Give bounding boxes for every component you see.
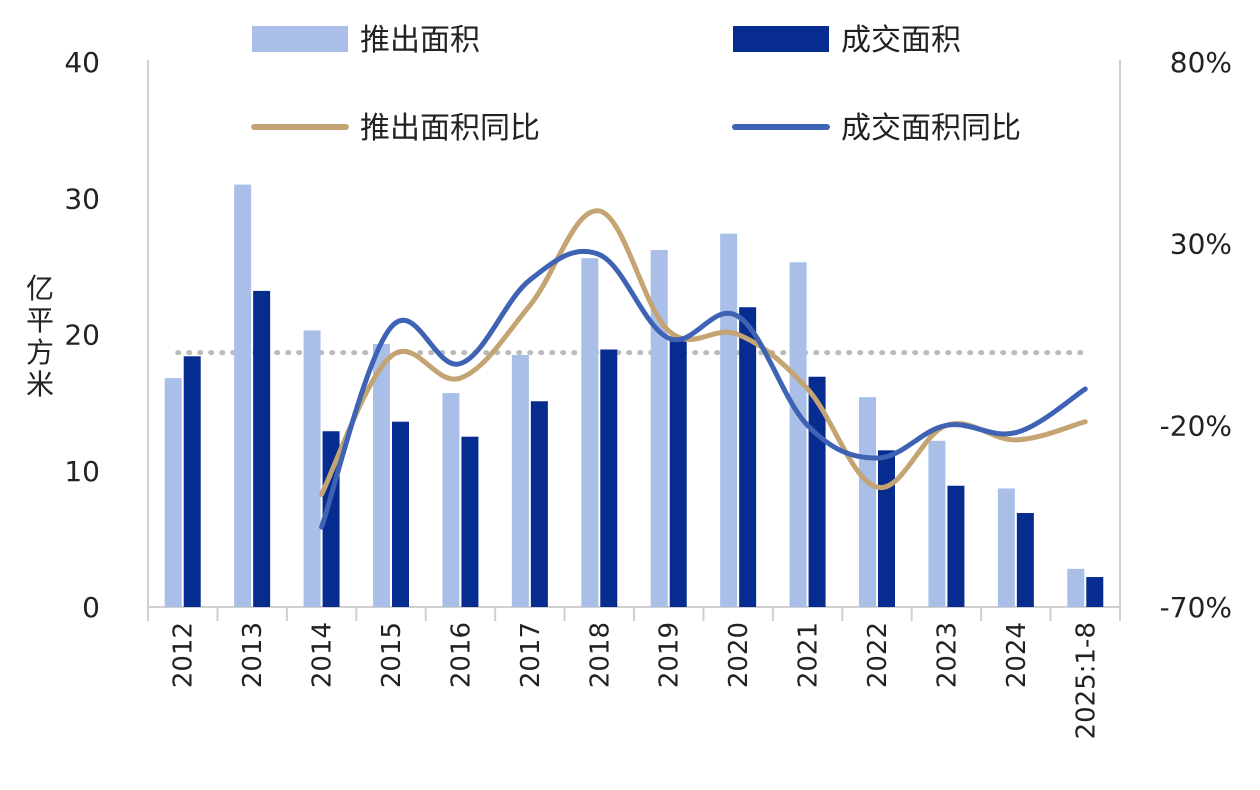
- legend-swatch-supply: [252, 26, 348, 52]
- bar-transaction: [739, 307, 756, 607]
- bar-transaction: [461, 437, 478, 607]
- bar-supply: [859, 397, 876, 607]
- x-tick-label: 2015: [377, 622, 407, 688]
- bar-transaction: [392, 422, 409, 607]
- y-tick-label: 30: [64, 182, 100, 215]
- legend-swatch-transaction: [733, 26, 829, 52]
- bar-supply: [720, 234, 737, 607]
- y-axis-label-char: 米: [26, 368, 54, 401]
- y2-tick-label: -20%: [1160, 409, 1232, 442]
- bar-transaction: [947, 486, 964, 607]
- bar-transaction: [878, 450, 895, 607]
- bar-supply: [165, 378, 182, 607]
- x-tick-label: 2019: [655, 622, 685, 688]
- y-tick-label: 20: [64, 319, 100, 352]
- x-tick-label: 2018: [585, 622, 615, 688]
- bar-transaction: [1017, 513, 1034, 607]
- bar-supply: [512, 355, 529, 607]
- x-tick-label: 2025:1-8: [1071, 622, 1101, 739]
- bar-transaction: [600, 349, 617, 607]
- y2-tick-label: 30%: [1170, 228, 1232, 261]
- bar-supply: [1067, 569, 1084, 607]
- x-tick-label: 2016: [446, 622, 476, 688]
- x-tick-label: 2024: [1002, 622, 1032, 688]
- legend-label: 推出面积同比: [360, 111, 540, 146]
- bar-supply: [234, 185, 251, 607]
- x-tick-label: 2021: [794, 622, 824, 688]
- bar-supply: [373, 344, 390, 607]
- bar-transaction: [531, 401, 548, 607]
- x-tick-label: 2023: [932, 622, 962, 688]
- y2-tick-label: -70%: [1160, 591, 1232, 624]
- bar-supply: [928, 441, 945, 607]
- x-tick-label: 2020: [724, 622, 754, 688]
- y-tick-label: 0: [82, 591, 100, 624]
- y-axis-label-char: 方: [26, 336, 54, 369]
- bar-supply: [998, 488, 1015, 607]
- bar-transaction: [670, 341, 687, 607]
- x-tick-label: 2012: [169, 622, 199, 688]
- y-axis-label-char: 平: [26, 304, 54, 337]
- x-tick-label: 2013: [238, 622, 268, 688]
- y-tick-label: 40: [64, 46, 100, 79]
- bar-transaction: [1086, 577, 1103, 607]
- legend-label: 推出面积: [360, 23, 480, 58]
- bar-supply: [581, 258, 598, 607]
- x-tick-label: 2014: [308, 622, 338, 688]
- x-tick-label: 2017: [516, 622, 546, 688]
- y-tick-label: 10: [64, 455, 100, 488]
- y-axis-label-char: 亿: [26, 272, 54, 305]
- bar-transaction: [184, 356, 201, 607]
- x-tick-label: 2022: [863, 622, 893, 688]
- y2-tick-label: 80%: [1170, 46, 1232, 79]
- legend-label: 成交面积: [841, 23, 961, 58]
- legend-label: 成交面积同比: [841, 111, 1021, 146]
- bar-supply: [442, 393, 459, 607]
- bar-transaction: [253, 291, 270, 607]
- line-transaction-yoy: [322, 251, 1086, 527]
- bar-supply: [790, 262, 807, 607]
- bar-supply: [304, 330, 321, 607]
